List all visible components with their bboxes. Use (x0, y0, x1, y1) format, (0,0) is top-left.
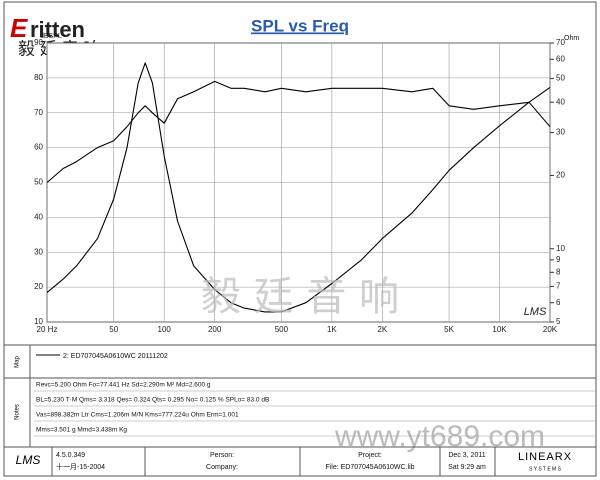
x-tick-label: 100 (158, 325, 172, 334)
x-tick-label: 20K (543, 325, 558, 334)
y-tick-label: 80 (34, 73, 43, 82)
footer-date: Dec 3, 2011 (448, 452, 485, 459)
chart-title: SPL vs Freq (251, 16, 349, 35)
data-line (46, 80, 551, 183)
x-tick-label: 20 Hz (37, 325, 58, 334)
footer-company: Company: (206, 464, 238, 471)
note-line: BL=5.230 T·M Qms= 3.318 Qes= 0.324 Qts= … (36, 397, 269, 404)
y2-tick-label: 60 (556, 54, 565, 63)
footer-app: LMS (16, 453, 41, 467)
notes-label: Notes (15, 404, 21, 420)
watermark: 毅 廷 音 响 (201, 274, 399, 320)
notes: Revc=5.200 Ohm Fo=77.441 Hz Sd=2.290m M²… (34, 382, 596, 437)
footer-person: Person: (210, 452, 234, 459)
y2-axis-label: Ohm (564, 35, 579, 42)
y-tick-label: 70 (34, 108, 43, 117)
footer-file: File: ED707045A0610WC.lib (325, 464, 414, 471)
x-tick-label: 1K (327, 325, 337, 334)
footer-brand-sub: S Y S T E M S (529, 466, 562, 472)
y-tick-label: 20 (34, 282, 43, 291)
y-tick-label: 10 (34, 317, 43, 326)
lms-mark: LMS (524, 306, 547, 318)
y2-tick-label: 50 (556, 74, 565, 83)
map-label: Map (15, 356, 21, 368)
logo: ritten (30, 17, 85, 42)
footer-version: 4.5.0.349 (56, 452, 85, 459)
y2-tick-label: 7 (556, 282, 561, 291)
footer-brand: LINEARX (518, 451, 572, 463)
logo-e: E (10, 13, 28, 43)
x-tick-label: 2K (377, 325, 387, 334)
y-tick-label: 90 (34, 38, 43, 47)
y2-tick-label: 10 (556, 244, 565, 253)
footer-time: Sat 9:29 am (448, 464, 486, 471)
footer-build-date: 十一月-15-2004 (56, 462, 105, 471)
y-axis-label: dBSPL (40, 33, 62, 40)
y-tick-label: 60 (34, 143, 43, 152)
legend-label: 2: ED707045A0610WC 20111202 (63, 353, 168, 360)
y2-tick-label: 6 (556, 298, 561, 307)
y2-tick-label: 20 (556, 171, 565, 180)
y2-tick-label: 30 (556, 128, 565, 137)
y2-tick-label: 8 (556, 267, 561, 276)
data-line (46, 62, 551, 313)
y2-tick-label: 70 (556, 38, 565, 47)
y2-tick-label: 9 (556, 255, 561, 264)
x-tick-label: 500 (275, 325, 289, 334)
y-tick-label: 30 (34, 247, 43, 256)
y2-tick-label: 40 (556, 97, 565, 106)
x-tick-label: 50 (109, 325, 118, 334)
x-tick-label: 5K (444, 325, 454, 334)
x-tick-label: 10K (492, 325, 507, 334)
note-line: Revc=5.200 Ohm Fo=77.441 Hz Sd=2.290m M²… (36, 382, 211, 389)
y-tick-label: 40 (34, 212, 43, 221)
x-tick-label: 200 (208, 325, 222, 334)
note-line: Vas=898.382m Ltr Cms=1.206m M/N Kms=777.… (36, 412, 239, 419)
y2-tick-label: 5 (556, 317, 561, 326)
y-tick-label: 50 (34, 178, 43, 187)
note-line: Mms=3.501 g Mmd=3.438m Kg (36, 427, 127, 434)
footer-project: Project: (358, 452, 382, 459)
plot: 20 Hz 50 100 200 500 1K 2K 5K 10K 20K 10 20 30 40 50 60… (34, 38, 565, 334)
